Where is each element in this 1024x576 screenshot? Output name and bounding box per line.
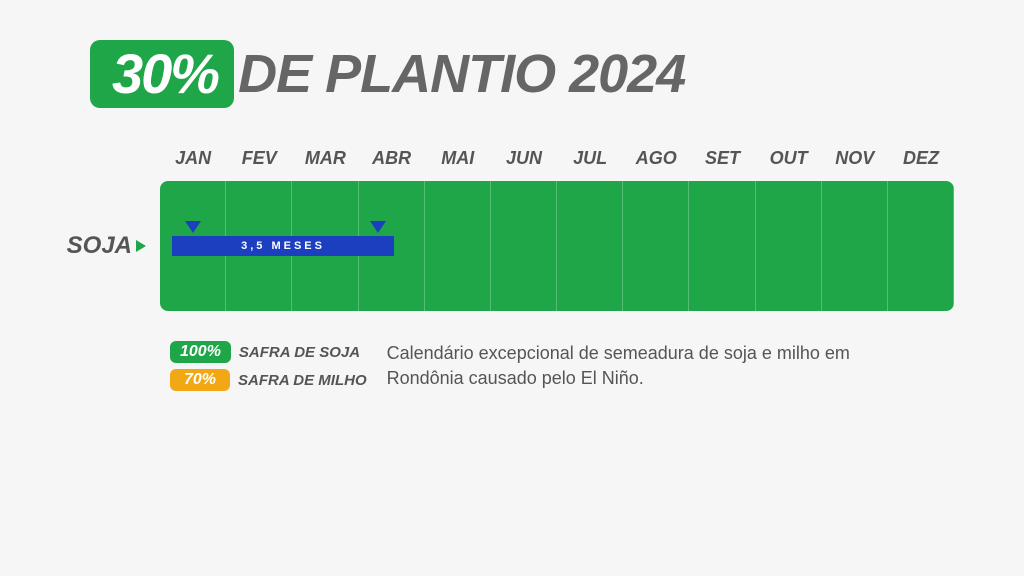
months-row: JAN FEV MAR ABR MAI JUN JUL AGO SET OUT … (160, 148, 954, 169)
month-ago: AGO (623, 148, 689, 169)
legend-label: SAFRA DE MILHO (238, 372, 367, 389)
legend-description: Calendário excepcional de semeadura de s… (387, 341, 867, 391)
month-nov: NOV (822, 148, 888, 169)
legend-item-milho: 70% SAFRA DE MILHO (170, 369, 367, 391)
timeline-row: SOJA 3,5 MESES (70, 181, 954, 311)
month-out: OUT (756, 148, 822, 169)
legend-item-soja: 100% SAFRA DE SOJA (170, 341, 367, 363)
month-mai: MAI (425, 148, 491, 169)
crop-label: SOJA (70, 232, 150, 260)
percent-badge: 30% (90, 40, 234, 108)
month-set: SET (689, 148, 755, 169)
legend-badge: 70% (170, 369, 230, 391)
legend-badge: 100% (170, 341, 231, 363)
period-bar: 3,5 MESES (172, 236, 394, 256)
month-jun: JUN (491, 148, 557, 169)
month-slot (822, 181, 888, 311)
month-mar: MAR (292, 148, 358, 169)
title-text: DE PLANTIO 2024 (238, 43, 685, 105)
period-bar-label: 3,5 MESES (241, 240, 325, 252)
crop-label-text: SOJA (67, 232, 132, 260)
marker-end-icon (370, 221, 386, 233)
month-slot (756, 181, 822, 311)
timeline-track: 3,5 MESES (160, 181, 954, 311)
month-abr: ABR (359, 148, 425, 169)
month-slot (557, 181, 623, 311)
legend-list: 100% SAFRA DE SOJA 70% SAFRA DE MILHO (170, 341, 367, 391)
caret-right-icon (136, 240, 146, 252)
month-fev: FEV (226, 148, 292, 169)
legend-area: 100% SAFRA DE SOJA 70% SAFRA DE MILHO Ca… (170, 341, 984, 391)
month-slot (689, 181, 755, 311)
chart-area: JAN FEV MAR ABR MAI JUN JUL AGO SET OUT … (70, 148, 954, 311)
infographic-container: 30% DE PLANTIO 2024 JAN FEV MAR ABR MAI … (0, 0, 1024, 391)
month-slot (888, 181, 954, 311)
month-jan: JAN (160, 148, 226, 169)
title-row: 30% DE PLANTIO 2024 (90, 40, 984, 108)
month-slot (491, 181, 557, 311)
legend-label: SAFRA DE SOJA (239, 344, 360, 361)
month-jul: JUL (557, 148, 623, 169)
marker-start-icon (185, 221, 201, 233)
month-slot (425, 181, 491, 311)
month-slot (623, 181, 689, 311)
month-dez: DEZ (888, 148, 954, 169)
